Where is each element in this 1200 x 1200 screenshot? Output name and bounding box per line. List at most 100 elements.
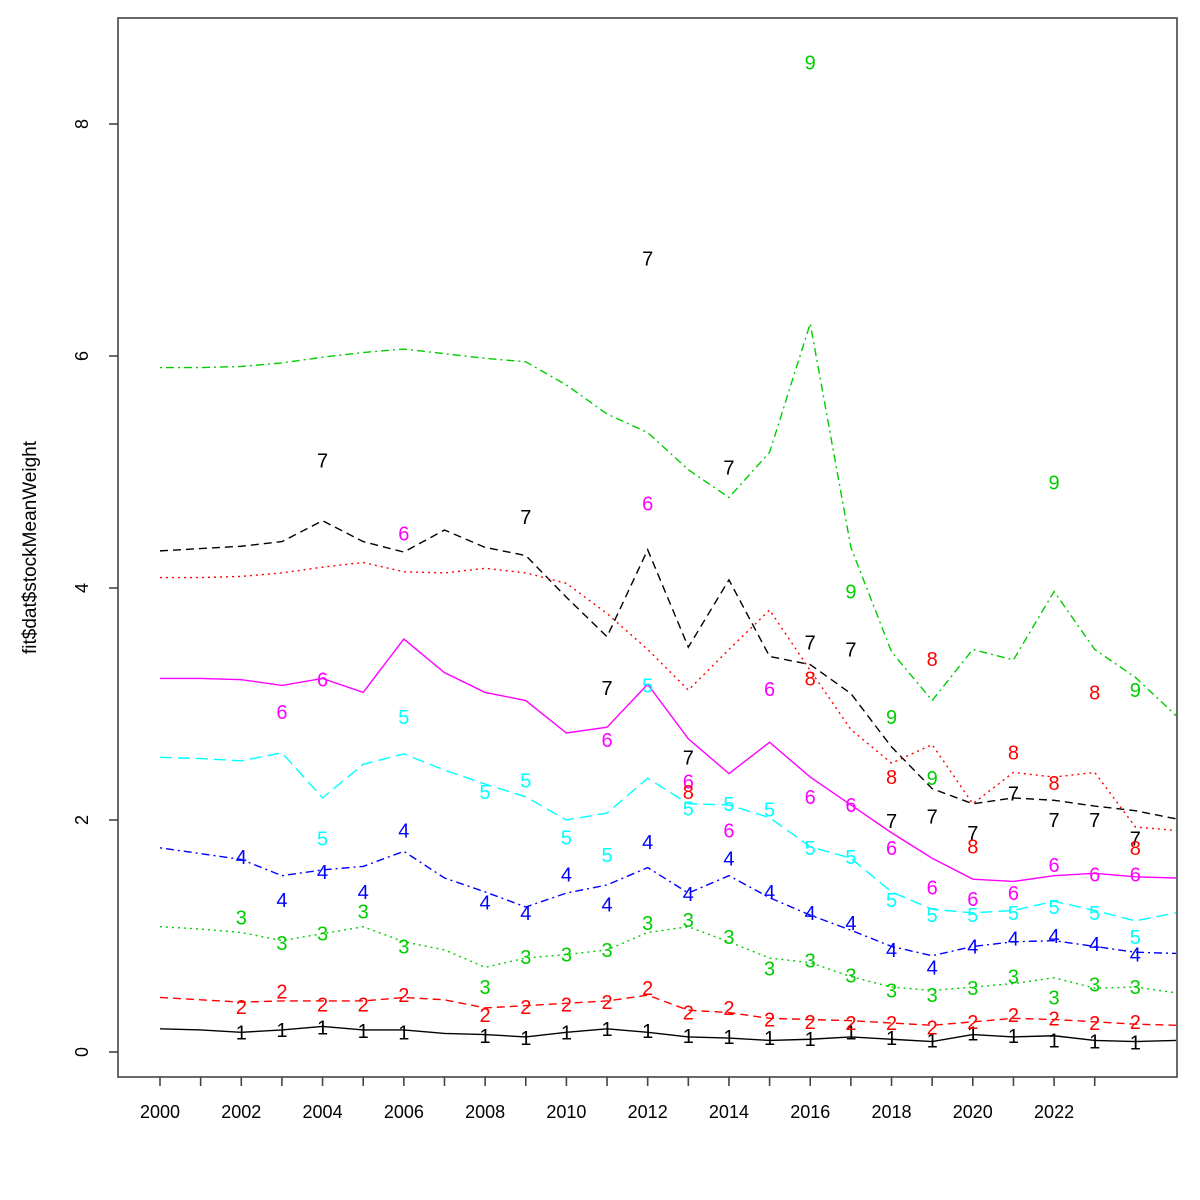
x-axis-tick-label: 2008	[465, 1102, 505, 1122]
obs-point-age-4: 4	[601, 895, 612, 917]
obs-point-age-7: 7	[805, 633, 816, 655]
obs-point-age-7: 7	[601, 678, 612, 700]
y-axis-tick-label: 0	[72, 1047, 92, 1057]
obs-point-age-6: 6	[886, 838, 897, 860]
obs-point-age-9: 9	[1130, 680, 1141, 702]
obs-point-age-3: 3	[1089, 975, 1100, 997]
obs-point-age-2: 2	[1049, 1008, 1060, 1030]
obs-point-age-9: 9	[845, 581, 856, 603]
obs-point-age-7: 7	[1049, 810, 1060, 832]
obs-point-age-7: 7	[967, 823, 978, 845]
obs-point-age-7: 7	[723, 457, 734, 479]
obs-point-age-8: 8	[683, 782, 694, 804]
obs-point-age-2: 2	[276, 982, 287, 1004]
obs-point-age-6: 6	[967, 889, 978, 911]
x-axis-tick-label: 2018	[871, 1102, 911, 1122]
obs-point-age-5: 5	[480, 782, 491, 804]
obs-point-age-3: 3	[683, 910, 694, 932]
obs-point-age-1: 1	[601, 1019, 612, 1041]
series-4-line	[159, 847, 1177, 957]
obs-point-age-8: 8	[927, 649, 938, 671]
obs-point-age-8: 8	[1008, 743, 1019, 765]
obs-point-age-3: 3	[561, 945, 572, 967]
obs-point-age-5: 5	[845, 847, 856, 869]
obs-point-age-6: 6	[1089, 865, 1100, 887]
obs-point-age-1: 1	[805, 1029, 816, 1051]
obs-point-age-2: 2	[764, 1010, 775, 1032]
obs-point-age-4: 4	[723, 848, 734, 870]
obs-point-age-1: 1	[723, 1027, 734, 1049]
obs-point-age-5: 5	[967, 905, 978, 927]
series-7-line	[159, 519, 1177, 820]
obs-point-age-3: 3	[642, 913, 653, 935]
x-axis-tick-label: 2022	[1034, 1102, 1074, 1122]
obs-point-age-5: 5	[764, 800, 775, 822]
obs-point-age-2: 2	[683, 1003, 694, 1025]
obs-point-age-6: 6	[764, 679, 775, 701]
obs-point-age-3: 3	[601, 940, 612, 962]
x-axis-tick-label: 2004	[303, 1102, 343, 1122]
obs-point-age-3: 3	[764, 958, 775, 980]
obs-point-age-6: 6	[927, 877, 938, 899]
series-3-line	[159, 925, 1177, 994]
obs-point-age-8: 8	[1089, 682, 1100, 704]
obs-point-age-3: 3	[276, 933, 287, 955]
obs-point-age-6: 6	[723, 820, 734, 842]
obs-point-age-7: 7	[1130, 829, 1141, 851]
series-2-line	[159, 994, 1177, 1027]
obs-point-age-2: 2	[723, 998, 734, 1020]
obs-point-age-5: 5	[601, 845, 612, 867]
obs-point-age-7: 7	[683, 747, 694, 769]
series-9-line	[160, 323, 1177, 717]
obs-point-age-5: 5	[317, 829, 328, 851]
obs-point-age-1: 1	[845, 1022, 856, 1044]
obs-point-age-6: 6	[276, 702, 287, 724]
obs-point-age-1: 1	[927, 1030, 938, 1052]
obs-point-age-2: 2	[480, 1005, 491, 1027]
obs-point-age-6: 6	[1130, 865, 1141, 887]
obs-point-age-2: 2	[1089, 1013, 1100, 1035]
x-axis-tick-label: 2002	[221, 1102, 261, 1122]
obs-point-age-7: 7	[845, 639, 856, 661]
series-6-line	[160, 638, 1177, 883]
obs-point-age-1: 1	[358, 1021, 369, 1043]
obs-point-age-6: 6	[398, 523, 409, 545]
obs-point-age-3: 3	[398, 936, 409, 958]
obs-point-age-1: 1	[642, 1021, 653, 1043]
series-lines-group	[159, 323, 1177, 1043]
obs-point-age-1: 1	[967, 1023, 978, 1045]
obs-point-age-3: 3	[236, 907, 247, 929]
x-axis-tick-label: 2020	[953, 1102, 993, 1122]
obs-point-age-2: 2	[520, 997, 531, 1019]
obs-point-age-1: 1	[886, 1028, 897, 1050]
obs-point-age-7: 7	[1089, 810, 1100, 832]
x-axis-tick-label: 2014	[709, 1102, 749, 1122]
obs-point-age-5: 5	[886, 890, 897, 912]
obs-point-age-3: 3	[358, 902, 369, 924]
obs-point-age-7: 7	[642, 249, 653, 271]
obs-point-age-1: 1	[1049, 1030, 1060, 1052]
obs-point-age-4: 4	[561, 865, 572, 887]
x-axis-tick-label: 2010	[546, 1102, 586, 1122]
obs-point-age-2: 2	[317, 994, 328, 1016]
obs-point-age-1: 1	[520, 1028, 531, 1050]
obs-point-age-4: 4	[1089, 934, 1100, 956]
obs-point-age-2: 2	[358, 994, 369, 1016]
series-5-line	[159, 751, 1177, 922]
obs-point-age-4: 4	[764, 882, 775, 904]
obs-point-age-5: 5	[723, 794, 734, 816]
obs-point-age-5: 5	[520, 771, 531, 793]
obs-point-age-9: 9	[805, 53, 816, 75]
obs-point-age-5: 5	[1089, 903, 1100, 925]
obs-point-age-5: 5	[927, 905, 938, 927]
obs-point-age-5: 5	[1130, 927, 1141, 949]
obs-point-age-8: 8	[1130, 838, 1141, 860]
obs-point-age-5: 5	[1049, 897, 1060, 919]
obs-point-age-2: 2	[601, 992, 612, 1014]
obs-point-age-2: 2	[642, 978, 653, 1000]
obs-point-age-6: 6	[642, 493, 653, 515]
obs-point-age-3: 3	[1130, 977, 1141, 999]
